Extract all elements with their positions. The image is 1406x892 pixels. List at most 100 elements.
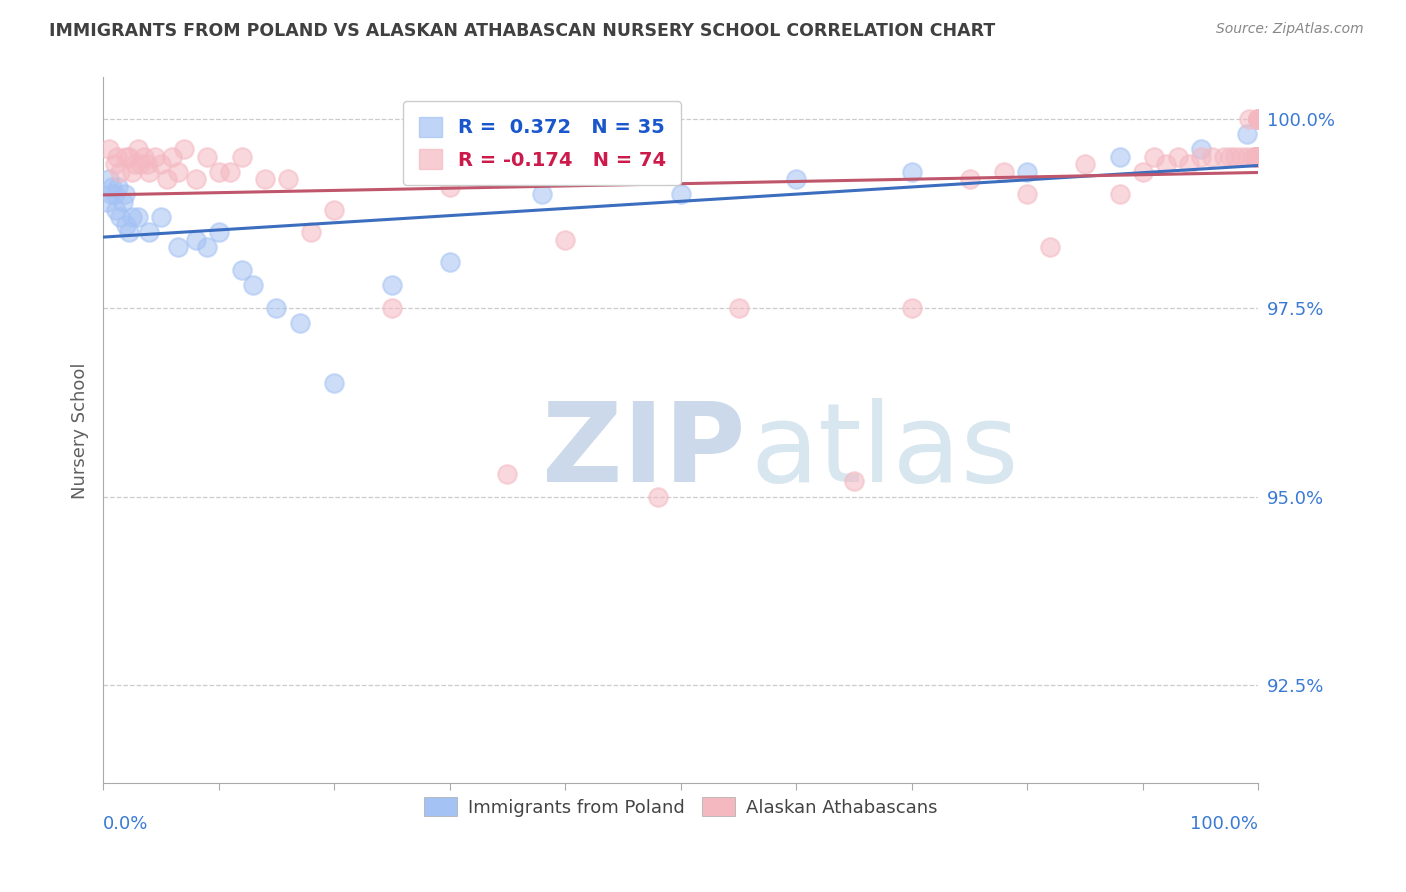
Point <box>127 142 149 156</box>
Point <box>647 490 669 504</box>
Point <box>1189 142 1212 156</box>
Point <box>496 467 519 481</box>
Point <box>184 233 207 247</box>
Point <box>1247 150 1270 164</box>
Point <box>1247 150 1270 164</box>
Point <box>1017 165 1039 179</box>
Point <box>117 225 139 239</box>
Point <box>96 194 118 209</box>
Point <box>149 210 172 224</box>
Point <box>231 263 253 277</box>
Point <box>1154 157 1177 171</box>
Point <box>901 301 924 315</box>
Point <box>785 172 807 186</box>
Point <box>138 165 160 179</box>
Point <box>1244 150 1267 164</box>
Point <box>104 187 127 202</box>
Point <box>1247 150 1270 164</box>
Point <box>117 150 139 164</box>
Point <box>1039 240 1062 254</box>
Point <box>1247 112 1270 126</box>
Point <box>1237 112 1260 126</box>
Point <box>1108 150 1130 164</box>
Text: atlas: atlas <box>749 398 1018 505</box>
Point <box>115 150 138 164</box>
Point <box>231 150 253 164</box>
Text: IMMIGRANTS FROM POLAND VS ALASKAN ATHABASCAN NURSERY SCHOOL CORRELATION CHART: IMMIGRANTS FROM POLAND VS ALASKAN ATHABA… <box>49 22 995 40</box>
Point <box>381 278 404 293</box>
Point <box>149 157 172 171</box>
Point <box>173 142 195 156</box>
Point <box>1241 150 1264 164</box>
Point <box>97 142 120 156</box>
Point <box>1247 150 1270 164</box>
Point <box>993 165 1015 179</box>
Point <box>167 240 190 254</box>
Point <box>195 150 218 164</box>
Point <box>554 233 576 247</box>
Point <box>184 172 207 186</box>
Text: 100.0%: 100.0% <box>1191 815 1258 833</box>
Point <box>1247 150 1270 164</box>
Point <box>1247 150 1270 164</box>
Point <box>266 301 288 315</box>
Point <box>110 165 132 179</box>
Text: 0.0%: 0.0% <box>103 815 149 833</box>
Point <box>242 278 264 293</box>
Point <box>195 240 218 254</box>
Point <box>132 150 155 164</box>
Point <box>1236 150 1258 164</box>
Point <box>1178 157 1201 171</box>
Point <box>1017 187 1039 202</box>
Legend: Immigrants from Poland, Alaskan Athabascans: Immigrants from Poland, Alaskan Athabasc… <box>418 790 945 824</box>
Point <box>727 301 749 315</box>
Point <box>105 150 128 164</box>
Point <box>121 165 143 179</box>
Point <box>121 210 143 224</box>
Point <box>288 316 311 330</box>
Point <box>1132 165 1154 179</box>
Point <box>104 157 127 171</box>
Point <box>129 157 152 171</box>
Point <box>1247 150 1270 164</box>
Point <box>143 150 166 164</box>
Point <box>1218 150 1240 164</box>
Point <box>219 165 242 179</box>
Point <box>381 301 404 315</box>
Point <box>1247 112 1270 126</box>
Point <box>110 210 132 224</box>
Point <box>1212 150 1234 164</box>
Text: Source: ZipAtlas.com: Source: ZipAtlas.com <box>1216 22 1364 37</box>
Point <box>1201 150 1223 164</box>
Point <box>97 172 120 186</box>
Point <box>138 225 160 239</box>
Point <box>901 165 924 179</box>
Point <box>208 165 231 179</box>
Point <box>1108 187 1130 202</box>
Point <box>253 172 276 186</box>
Point <box>100 187 122 202</box>
Point <box>156 172 179 186</box>
Point <box>1167 150 1189 164</box>
Point <box>104 202 127 217</box>
Point <box>1247 150 1270 164</box>
Point <box>531 187 554 202</box>
Point <box>1189 150 1212 164</box>
Point <box>115 218 138 232</box>
Point <box>1247 112 1270 126</box>
Point <box>124 157 146 171</box>
Text: ZIP: ZIP <box>543 398 745 505</box>
Point <box>167 165 190 179</box>
Point <box>162 150 184 164</box>
Point <box>111 194 134 209</box>
Point <box>1225 150 1247 164</box>
Point <box>959 172 981 186</box>
Point <box>208 225 231 239</box>
Point <box>1143 150 1166 164</box>
Point <box>101 180 124 194</box>
Y-axis label: Nursery School: Nursery School <box>72 362 89 499</box>
Point <box>127 210 149 224</box>
Point <box>1247 150 1270 164</box>
Point <box>1230 150 1253 164</box>
Point <box>842 475 865 489</box>
